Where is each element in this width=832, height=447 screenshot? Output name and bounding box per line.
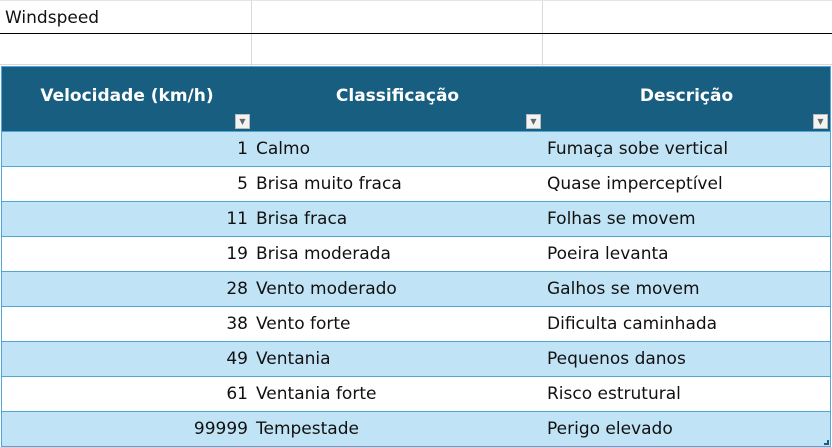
velocidade-cell[interactable]: 28 bbox=[226, 279, 248, 299]
descricao-cell[interactable]: Fumaça sobe vertical bbox=[547, 139, 729, 159]
table-row: 49 Ventania Pequenos danos bbox=[2, 341, 830, 376]
gridline bbox=[0, 64, 832, 65]
classificacao-cell[interactable]: Vento forte bbox=[256, 314, 351, 334]
title-cell[interactable]: Windspeed bbox=[5, 7, 100, 28]
header-label: Velocidade (km/h) bbox=[40, 86, 214, 106]
descricao-cell[interactable]: Pequenos danos bbox=[547, 349, 686, 369]
header-classificacao[interactable]: Classificação ▼ bbox=[252, 67, 543, 131]
classificacao-cell[interactable]: Brisa fraca bbox=[256, 209, 348, 229]
filter-dropdown-icon[interactable]: ▼ bbox=[813, 114, 828, 129]
velocidade-cell[interactable]: 19 bbox=[226, 244, 248, 264]
header-velocidade[interactable]: Velocidade (km/h) ▼ bbox=[2, 67, 252, 131]
table-row: 28 Vento moderado Galhos se movem bbox=[2, 271, 830, 306]
descricao-cell[interactable]: Folhas se movem bbox=[547, 209, 696, 229]
filter-dropdown-icon[interactable]: ▼ bbox=[235, 114, 250, 129]
table-row: 1 Calmo Fumaça sobe vertical bbox=[2, 131, 830, 166]
descricao-cell[interactable]: Poeira levanta bbox=[547, 244, 669, 264]
classificacao-cell[interactable]: Ventania bbox=[256, 349, 331, 369]
velocidade-cell[interactable]: 38 bbox=[226, 314, 248, 334]
classificacao-cell[interactable]: Calmo bbox=[256, 139, 310, 159]
descricao-cell[interactable]: Galhos se movem bbox=[547, 279, 700, 299]
classificacao-cell[interactable]: Tempestade bbox=[256, 419, 359, 439]
velocidade-cell[interactable]: 1 bbox=[237, 139, 248, 159]
velocidade-cell[interactable]: 99999 bbox=[193, 419, 248, 439]
classificacao-cell[interactable]: Vento moderado bbox=[256, 279, 397, 299]
header-label: Descrição bbox=[639, 86, 734, 106]
table-row: 99999 Tempestade Perigo elevado bbox=[2, 411, 830, 446]
table-header: Velocidade (km/h) ▼ Classificação ▼ Descri… bbox=[2, 67, 830, 131]
table-row: 38 Vento forte Dificulta caminhada bbox=[2, 306, 830, 341]
velocidade-cell[interactable]: 5 bbox=[237, 174, 248, 194]
gridline bbox=[0, 0, 832, 1]
descricao-cell[interactable]: Dificulta caminhada bbox=[547, 314, 718, 334]
table-row: 19 Brisa moderada Poeira levanta bbox=[2, 236, 830, 271]
table-row: 11 Brisa fraca Folhas se movem bbox=[2, 201, 830, 236]
header-label: Classificação bbox=[335, 86, 460, 106]
descricao-cell[interactable]: Risco estrutural bbox=[547, 384, 681, 404]
table-resize-handle[interactable] bbox=[824, 440, 829, 445]
descricao-cell[interactable]: Quase imperceptível bbox=[547, 174, 723, 194]
classificacao-cell[interactable]: Brisa muito fraca bbox=[256, 174, 402, 194]
velocidade-cell[interactable]: 11 bbox=[226, 209, 248, 229]
velocidade-cell[interactable]: 61 bbox=[226, 384, 248, 404]
title-underline bbox=[0, 33, 832, 34]
descricao-cell[interactable]: Perigo elevado bbox=[547, 419, 673, 439]
velocidade-cell[interactable]: 49 bbox=[226, 349, 248, 369]
filter-dropdown-icon[interactable]: ▼ bbox=[526, 114, 541, 129]
classificacao-cell[interactable]: Brisa moderada bbox=[256, 244, 391, 264]
header-descricao[interactable]: Descrição ▼ bbox=[543, 67, 830, 131]
table-row: 5 Brisa muito fraca Quase imperceptível bbox=[2, 166, 830, 201]
windspeed-table: Velocidade (km/h) ▼ Classificação ▼ Descri… bbox=[1, 66, 831, 447]
table-row: 61 Ventania forte Risco estrutural bbox=[2, 376, 830, 411]
classificacao-cell[interactable]: Ventania forte bbox=[256, 384, 377, 404]
